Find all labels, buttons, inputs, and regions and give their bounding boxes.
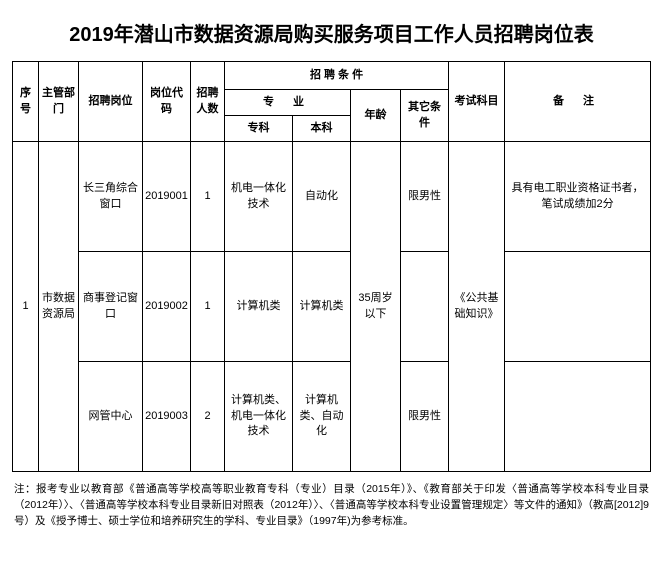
- th-major-bk: 本科: [293, 116, 351, 142]
- th-conditions: 招 聘 条 件: [225, 62, 449, 90]
- table-row: 1 市数据资源局 长三角综合窗口 2019001 1 机电一体化技术 自动化 3…: [13, 142, 651, 252]
- th-major-zk: 专科: [225, 116, 293, 142]
- th-code: 岗位代码: [143, 62, 191, 142]
- cell-major-bk: 计算机类、自动化: [293, 362, 351, 472]
- cell-exam: 《公共基础知识》: [449, 142, 505, 472]
- th-seq: 序号: [13, 62, 39, 142]
- cell-count: 1: [191, 142, 225, 252]
- cell-remark: 具有电工职业资格证书者，笔试成绩加2分: [505, 142, 651, 252]
- cell-count: 2: [191, 362, 225, 472]
- cell-major-bk: 计算机类: [293, 252, 351, 362]
- cell-post: 长三角综合窗口: [79, 142, 143, 252]
- th-exam: 考试科目: [449, 62, 505, 142]
- footnote-text: 注：报考专业以教育部《普通高等学校高等职业教育专科（专业）目录（2015年）》、…: [0, 472, 663, 529]
- page-title: 2019年潜山市数据资源局购买服务项目工作人员招聘岗位表: [0, 0, 663, 61]
- th-remark: 备 注: [505, 62, 651, 142]
- th-major: 专 业: [225, 90, 351, 116]
- cell-other: 限男性: [401, 142, 449, 252]
- cell-code: 2019003: [143, 362, 191, 472]
- cell-major-zk: 计算机类: [225, 252, 293, 362]
- cell-code: 2019001: [143, 142, 191, 252]
- cell-post: 网管中心: [79, 362, 143, 472]
- th-dept: 主管部门: [39, 62, 79, 142]
- table-container: 序号 主管部门 招聘岗位 岗位代码 招聘人数 招 聘 条 件 考试科目 备 注 …: [0, 61, 663, 472]
- cell-seq: 1: [13, 142, 39, 472]
- cell-code: 2019002: [143, 252, 191, 362]
- table-row: 网管中心 2019003 2 计算机类、机电一体化技术 计算机类、自动化 限男性: [13, 362, 651, 472]
- th-post: 招聘岗位: [79, 62, 143, 142]
- cell-other: [401, 252, 449, 362]
- table-row: 商事登记窗口 2019002 1 计算机类 计算机类: [13, 252, 651, 362]
- cell-major-zk: 机电一体化技术: [225, 142, 293, 252]
- cell-major-bk: 自动化: [293, 142, 351, 252]
- cell-other: 限男性: [401, 362, 449, 472]
- cell-count: 1: [191, 252, 225, 362]
- th-other: 其它条件: [401, 90, 449, 142]
- cell-post: 商事登记窗口: [79, 252, 143, 362]
- th-age: 年龄: [351, 90, 401, 142]
- cell-major-zk: 计算机类、机电一体化技术: [225, 362, 293, 472]
- cell-dept: 市数据资源局: [39, 142, 79, 472]
- cell-age: 35周岁以下: [351, 142, 401, 472]
- cell-remark: [505, 252, 651, 362]
- th-count: 招聘人数: [191, 62, 225, 142]
- cell-remark: [505, 362, 651, 472]
- recruitment-table: 序号 主管部门 招聘岗位 岗位代码 招聘人数 招 聘 条 件 考试科目 备 注 …: [12, 61, 651, 472]
